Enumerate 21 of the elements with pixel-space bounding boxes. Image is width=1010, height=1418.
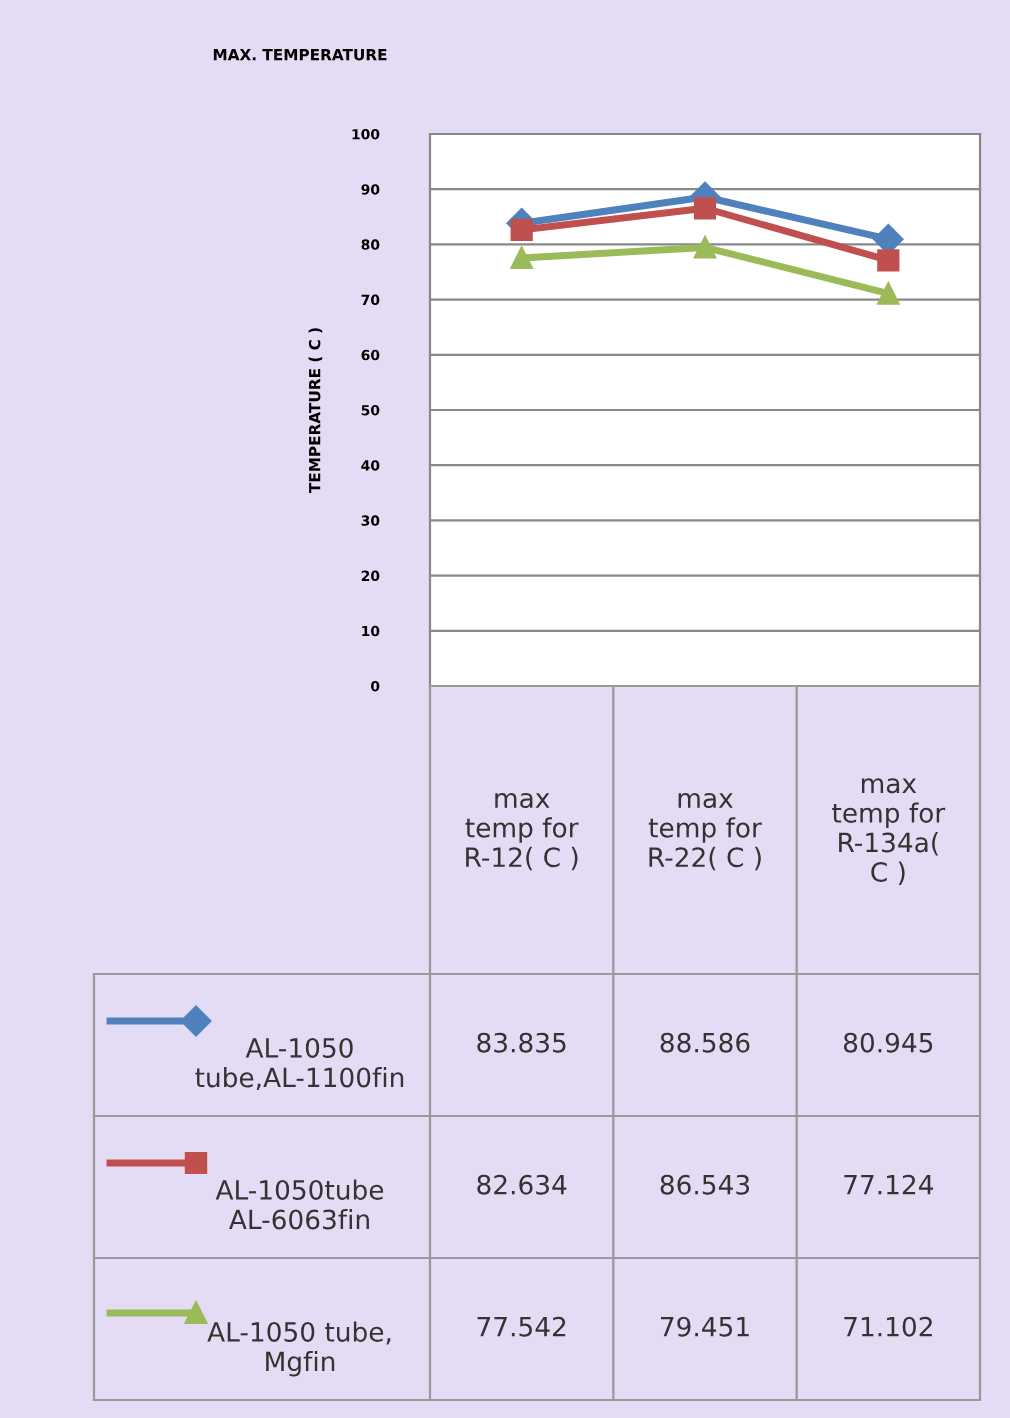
data-label: 77.542 bbox=[477, 1316, 566, 1337]
x-tick-label: max temp for R-22( C ) bbox=[648, 792, 762, 871]
point bbox=[510, 218, 533, 241]
x-tick-label: max temp for R-134a( C ) bbox=[832, 778, 946, 886]
data-label: 82.634 bbox=[477, 1174, 567, 1195]
data-label: 71.102 bbox=[844, 1316, 932, 1337]
data-label: 86.543 bbox=[660, 1174, 750, 1195]
point bbox=[510, 246, 533, 270]
data-label: 80.945 bbox=[843, 1032, 933, 1053]
data-label: 79.451 bbox=[661, 1316, 749, 1337]
point bbox=[877, 249, 900, 272]
legend-label: AL-1050 tube, Mgfin bbox=[207, 1321, 391, 1377]
data-label: 77.124 bbox=[844, 1174, 934, 1195]
point bbox=[877, 282, 900, 305]
data-label: 88.586 bbox=[660, 1032, 750, 1053]
data-label: 83.835 bbox=[477, 1032, 566, 1053]
legend-label: AL-1050tube AL-6063fin bbox=[215, 1179, 384, 1230]
point bbox=[693, 197, 717, 220]
point bbox=[693, 236, 717, 259]
x-tick-label: max temp for R-12( C ) bbox=[465, 792, 579, 871]
legend-label: AL-1050 tube,AL-1100fin bbox=[195, 1037, 404, 1091]
